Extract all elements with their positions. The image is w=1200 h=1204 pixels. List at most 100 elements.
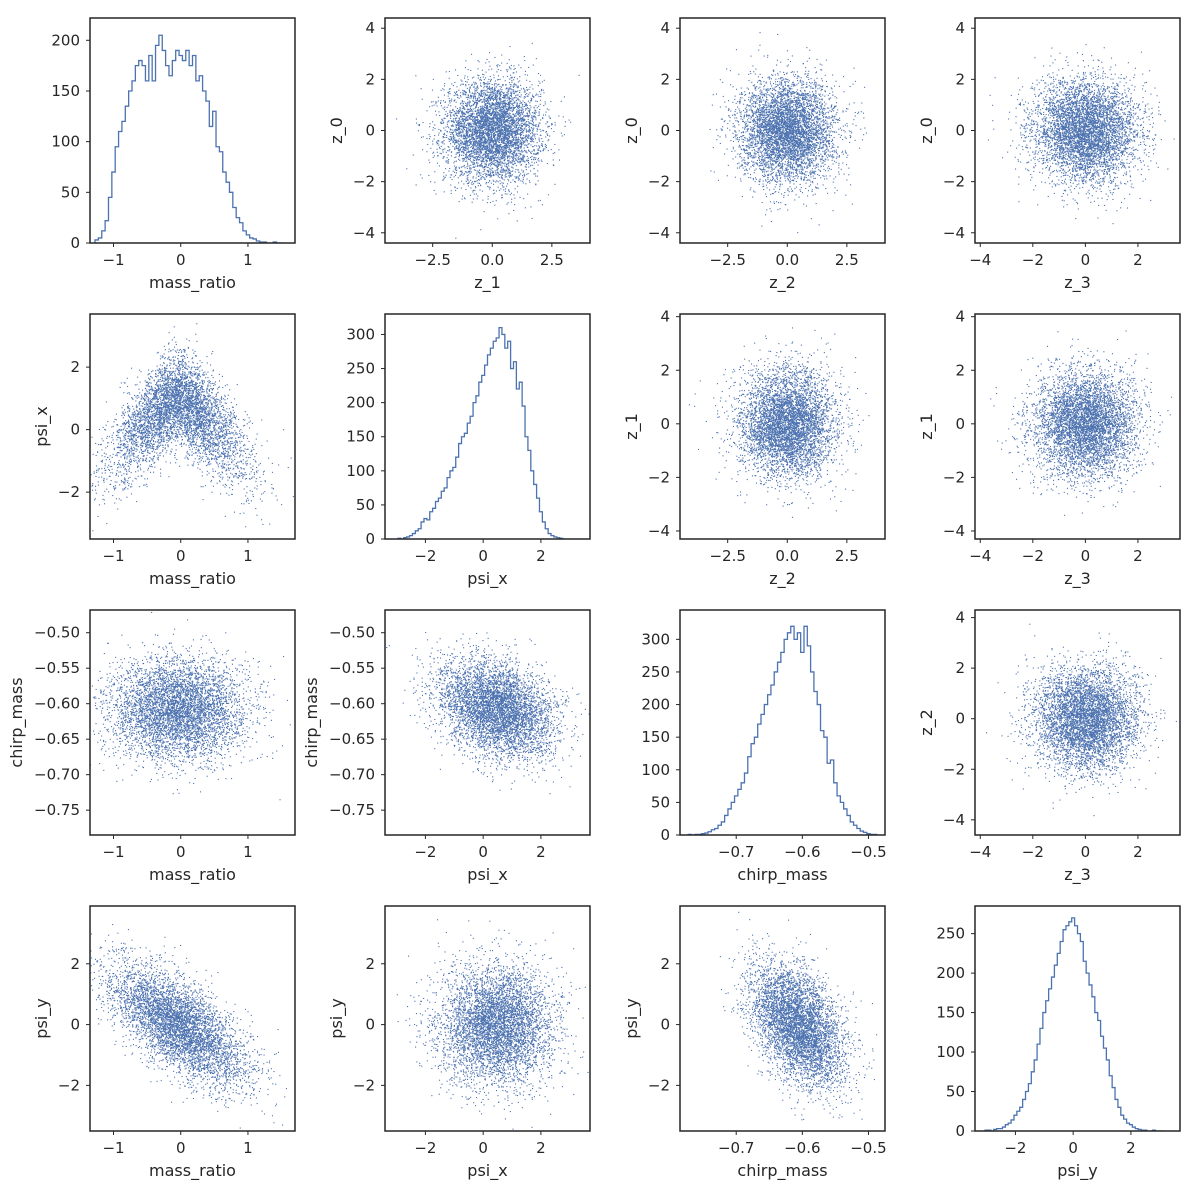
scatter-point [475,97,476,98]
scatter-point [406,168,407,169]
scatter-point [432,130,433,131]
scatter-point [519,110,520,111]
scatter-point [486,113,487,114]
scatter-point [505,163,506,164]
scatter-point [532,117,533,118]
scatter-point [488,199,489,200]
scatter-point [536,58,537,59]
scatter-point [524,102,525,103]
scatter-point [531,156,532,157]
scatter-point [453,120,454,121]
scatter-point [489,103,490,104]
scatter-point [526,87,527,88]
scatter-points [396,43,580,239]
scatter-point [498,131,499,132]
scatter-point [456,130,457,131]
scatter-point [508,171,509,172]
scatter-point [458,124,459,125]
scatter-point [459,135,460,136]
scatter-point [459,111,460,112]
scatter-point [538,158,539,159]
scatter-point [532,130,533,131]
scatter-point [455,124,456,125]
scatter-point [516,85,517,86]
scatter-point [480,130,481,131]
scatter-point [519,159,520,160]
scatter-point [471,97,472,98]
scatter-point [450,88,451,89]
scatter-point [501,63,502,64]
scatter-point [492,117,493,118]
scatter-point [507,120,508,121]
scatter-point [474,163,475,164]
scatter-point [493,143,494,144]
scatter-point [524,148,525,149]
scatter-point [471,111,472,112]
scatter-point [491,146,492,147]
scatter-point [514,101,515,102]
scatter-point [491,88,492,89]
scatter-point [499,152,500,153]
scatter-point [499,139,500,140]
scatter-point [478,183,479,184]
scatter-point [416,184,417,185]
scatter-point [505,145,506,146]
scatter-point [515,145,516,146]
scatter-point [464,149,465,150]
scatter-point [486,149,487,150]
scatter-point [494,134,495,135]
scatter-point [466,112,467,113]
scatter-point [472,153,473,154]
scatter-point [514,77,515,78]
scatter-point [526,152,527,153]
scatter-point [524,174,525,175]
scatter-point [520,96,521,97]
scatter-point [508,107,509,108]
scatter-point [488,157,489,158]
scatter-point [465,105,466,106]
scatter-point [460,121,461,122]
scatter-point [483,87,484,88]
scatter-point [501,103,502,104]
scatter-point [450,114,451,115]
scatter-point [520,146,521,147]
scatter-point [470,165,471,166]
scatter-point [521,159,522,160]
scatter-point [508,189,509,190]
scatter-point [511,133,512,134]
scatter-point [472,133,473,134]
scatter-point [429,123,430,124]
scatter-point [488,182,489,183]
scatter-point [435,103,436,104]
scatter-point [536,124,537,125]
scatter-point [508,160,509,161]
scatter-point [483,131,484,132]
scatter-point [517,161,518,162]
scatter-point [456,146,457,147]
scatter-point [461,171,462,172]
scatter-point [512,107,513,108]
scatter-point [469,111,470,112]
scatter-point [513,117,514,118]
scatter-point [479,112,480,113]
scatter-point [501,177,502,178]
scatter-point [429,138,430,139]
scatter-point [528,127,529,128]
scatter-point [490,111,491,112]
scatter-point [498,136,499,137]
scatter-point [493,181,494,182]
scatter-point [434,135,435,136]
scatter-point [526,140,527,141]
scatter-point [480,116,481,117]
scatter-point [468,128,469,129]
scatter-point [507,130,508,131]
scatter-point [511,156,512,157]
scatter-point [489,104,490,105]
scatter-point [543,130,544,131]
scatter-point [509,105,510,106]
scatter-point [463,127,464,128]
scatter-point [514,204,515,205]
x-tick-label: 1 [243,251,253,269]
scatter-point [495,92,496,93]
scatter-point [511,199,512,200]
